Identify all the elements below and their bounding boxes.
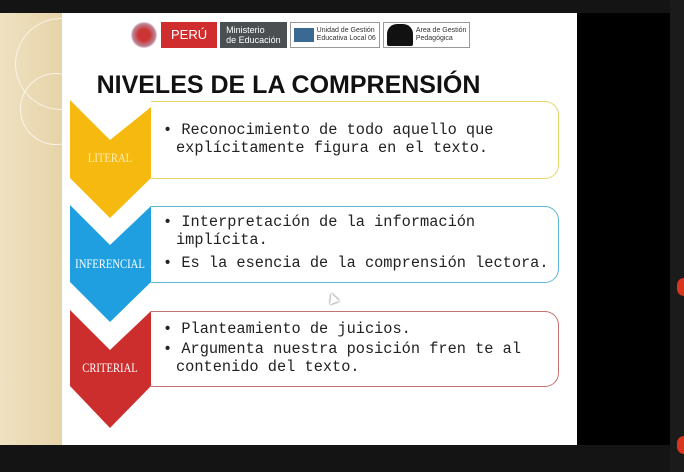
- peru-logo: PERÚ: [161, 22, 218, 48]
- bullet-item: • Planteamiento de juicios.: [163, 320, 411, 338]
- bullet-item: • Argumenta nuestra posición fren te al …: [163, 340, 522, 376]
- chevron-literal: [70, 100, 151, 218]
- level-text-inferencial: • Interpretación de la información implí…: [163, 213, 558, 272]
- slide-title: NIVELES DE LA COMPRENSIÓN: [96, 71, 481, 99]
- level-box-criterial: [151, 311, 559, 387]
- decorative-strip: [0, 13, 107, 445]
- minedu-logo: Ministerio de Educación: [220, 22, 287, 48]
- level-box-inferencial: [151, 206, 559, 283]
- bullet-item: • Es la esencia de la comprensión lector…: [163, 254, 549, 272]
- bullet-item: • Interpretación de la información implí…: [163, 213, 476, 249]
- people-icon: [386, 24, 413, 46]
- level-label: LITERAL: [87, 151, 133, 165]
- record-indicator-icon[interactable]: [677, 436, 684, 454]
- bullet-item: • Reconocimiento de todo aquello que exp…: [163, 121, 494, 157]
- handshake-icon: [293, 28, 314, 42]
- ugel-logo: Unidad de Gestión Educativa Local 06: [289, 22, 380, 48]
- level-label: INFERENCIAL: [75, 257, 145, 271]
- chevron-inferencial: [70, 205, 151, 322]
- record-indicator-icon[interactable]: [677, 278, 684, 296]
- level-label: CRITERIAL: [82, 361, 138, 375]
- header-logos: PERÚ Ministerio de Educación Unidad de Ge…: [130, 21, 471, 49]
- level-text-literal: • Reconocimiento de todo aquello que exp…: [163, 121, 503, 157]
- level-text-criterial: • Planteamiento de juicios. • Argumenta …: [163, 320, 533, 376]
- peru-coat-of-arms-icon: [130, 22, 158, 48]
- level-box-literal: [151, 101, 559, 179]
- chevron-criterial: [70, 310, 151, 428]
- agp-logo: Area de Gestión Pedagógica: [382, 22, 471, 48]
- video-panel: [577, 13, 670, 445]
- side-edge: [670, 0, 684, 472]
